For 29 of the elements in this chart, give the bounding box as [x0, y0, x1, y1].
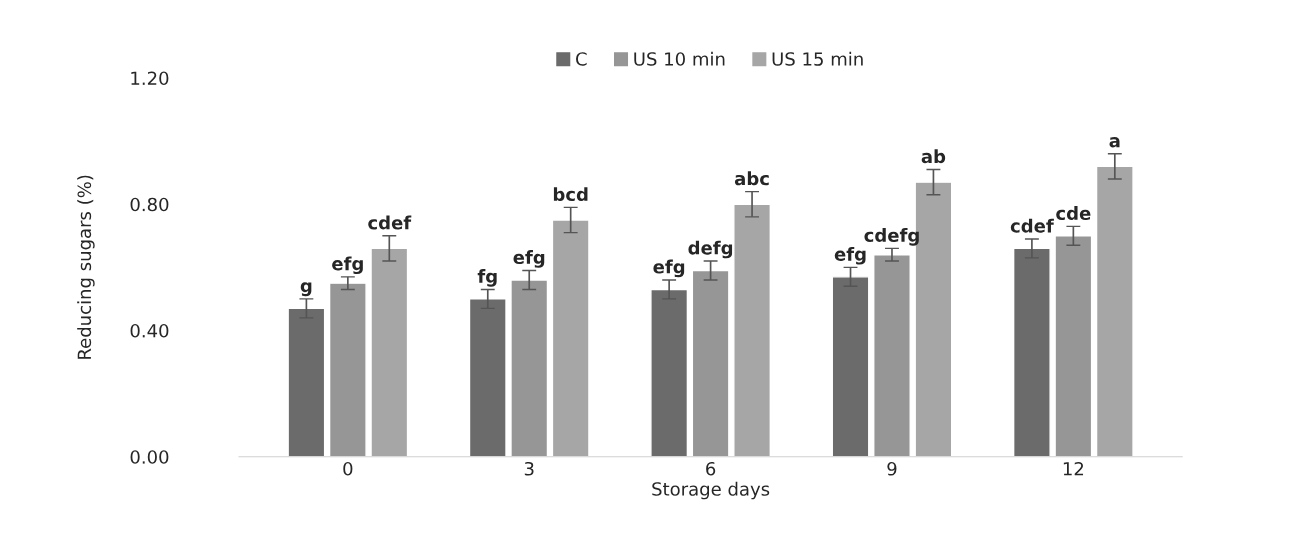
data-label: abc [734, 171, 769, 186]
legend-label: US 15 min [772, 51, 863, 66]
y-tick-label: 0.40 [130, 323, 169, 338]
x-tick-label: 0 [343, 461, 353, 476]
y-tick-label: 1.20 [131, 71, 169, 86]
data-label: cdef [1010, 218, 1054, 233]
x-tick-label: 6 [706, 461, 716, 476]
data-label: efg [834, 246, 866, 265]
data-label: efg [332, 256, 363, 275]
data-label: a [1109, 137, 1120, 148]
data-label: efg [513, 250, 545, 268]
legend-label: C [576, 52, 587, 66]
x-axis-title: Storage days [652, 481, 770, 500]
data-label: efg [653, 259, 685, 278]
data-label: ab [921, 149, 946, 164]
data-label: defg [688, 240, 733, 259]
y-axis-title: Reducing sugars (%) [77, 175, 95, 359]
data-label: g [300, 282, 312, 297]
data-label: bcd [553, 187, 588, 202]
x-tick-label: 9 [887, 461, 897, 476]
x-tick-label: 12 [1063, 461, 1084, 476]
y-tick-label: 0.00 [130, 450, 169, 464]
data-label: cde [1056, 206, 1091, 221]
data-label: fg [477, 269, 497, 287]
y-tick-label: 0.80 [130, 197, 169, 212]
x-tick-label: 3 [524, 461, 534, 476]
legend-label: US 10 min [634, 51, 725, 66]
data-label: cdef [368, 215, 412, 230]
data-label: cdefg [864, 228, 919, 246]
